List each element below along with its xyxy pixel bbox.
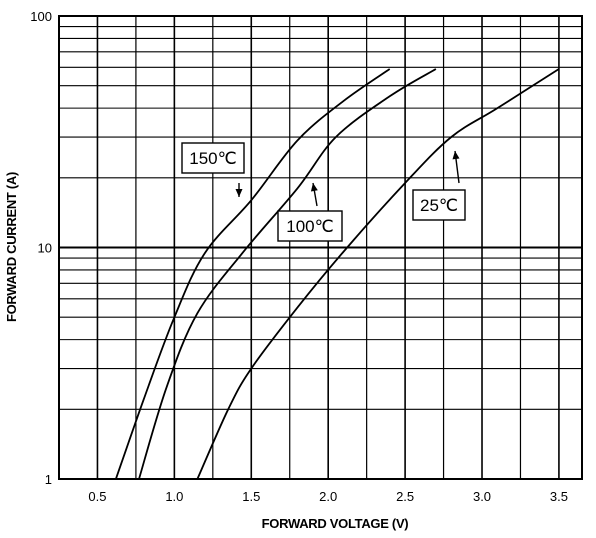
y-tick-label: 1: [45, 472, 52, 487]
y-tick-label: 100: [30, 9, 52, 24]
chart-annotations: 150℃ 100℃ 25℃: [181, 142, 466, 242]
chart-tick-labels: 0.5 1.0 1.5 2.0 2.5 3.0 3.5 1 10 100: [30, 9, 568, 504]
y-axis-label: FORWARD CURRENT (A): [4, 172, 19, 322]
annotation-box: [277, 210, 343, 242]
annotation-arrowhead: [452, 151, 460, 160]
chart-grid: [58, 15, 583, 480]
annotation-label: 25℃: [420, 196, 458, 215]
x-axis-label: FORWARD VOLTAGE (V): [262, 516, 409, 531]
annotation-label: 150℃: [189, 149, 236, 168]
y-tick-label: 10: [38, 241, 52, 256]
annotation-arrowhead: [310, 183, 318, 192]
series-line-2: [196, 68, 560, 480]
series-line-1: [138, 68, 437, 480]
annotation-label: 100℃: [286, 217, 333, 236]
series-line-0: [115, 68, 391, 480]
x-tick-label: 2.5: [396, 489, 414, 504]
annotation-box: [181, 142, 245, 174]
x-tick-label: 3.5: [550, 489, 568, 504]
annotation-callout-2: 25℃: [412, 150, 466, 221]
chart-series-lines: [115, 68, 560, 480]
annotation-callout-1: 100℃: [277, 182, 343, 242]
x-tick-label: 1.5: [242, 489, 260, 504]
x-tick-label: 2.0: [319, 489, 337, 504]
annotation-arrowhead: [235, 189, 243, 197]
x-tick-label: 0.5: [88, 489, 106, 504]
x-tick-label: 1.0: [165, 489, 183, 504]
plot-frame: [58, 15, 583, 480]
annotation-callout-0: 150℃: [181, 142, 245, 197]
x-tick-label: 3.0: [473, 489, 491, 504]
annotation-box: [412, 189, 466, 221]
